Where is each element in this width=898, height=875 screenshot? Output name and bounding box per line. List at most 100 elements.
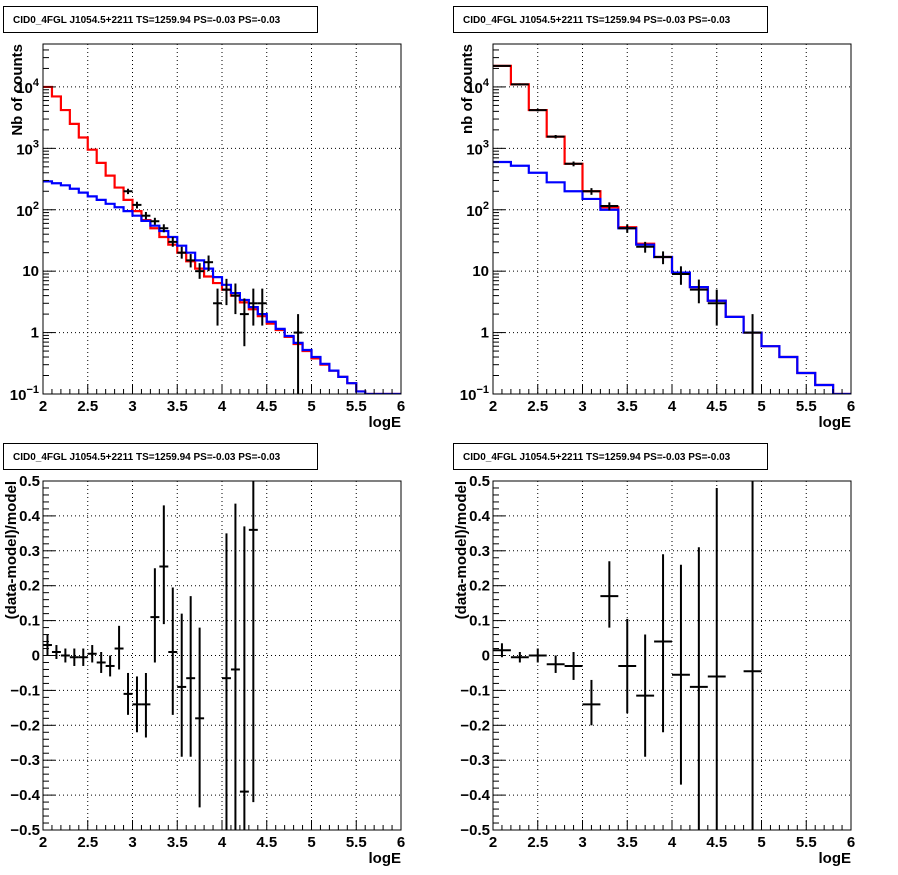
x-tick-label: 6 [847, 834, 855, 851]
x-tick-label: 2.5 [527, 834, 548, 851]
x-tick-label: 4.5 [256, 398, 277, 415]
data-points [43, 481, 258, 830]
data-point [150, 568, 160, 663]
data-point [230, 503, 240, 830]
data-point [230, 283, 240, 315]
y-tick-label: 10−1 [460, 384, 489, 404]
chart-title: CID0_4FGL J1054.5+2211 TS=1259.94 PS=-0.… [13, 452, 281, 463]
y-tick-label: −0.4 [460, 787, 490, 804]
y-tick-label: −0.3 [10, 752, 40, 769]
data-point [96, 652, 106, 673]
data-point [186, 254, 196, 268]
x-tick-label: 5 [307, 834, 315, 851]
y-axis-label: Nb of counts [9, 44, 26, 136]
y-tick-label: 0.4 [19, 508, 41, 525]
component-model-line [493, 160, 851, 394]
y-tick-label: 0.4 [469, 508, 491, 525]
data-point [222, 533, 231, 830]
data-points [493, 481, 762, 830]
data-point [600, 561, 619, 628]
y-tick-label: 0.5 [469, 473, 490, 490]
data-point [87, 645, 97, 663]
x-tick-label: 6 [397, 398, 405, 415]
y-tick-label: 104 [466, 77, 490, 97]
component-model-line [43, 180, 401, 394]
data-point [78, 648, 88, 666]
data-point [141, 672, 151, 738]
data-points [123, 188, 303, 394]
data-point [141, 211, 151, 220]
data-point [257, 288, 267, 326]
chart-title-frame [453, 6, 768, 33]
x-tick-label: 4 [218, 834, 227, 851]
chart-title: CID0_4FGL J1054.5+2211 TS=1259.94 PS=-0.… [463, 15, 731, 26]
data-point [186, 596, 196, 757]
x-tick-label: 4.5 [256, 834, 277, 851]
data-point [510, 83, 529, 86]
data-point [582, 188, 601, 195]
y-tick-label: 102 [466, 200, 489, 220]
y-tick-label: 1 [481, 325, 489, 342]
y-tick-label: −0.4 [10, 787, 40, 804]
x-tick-label: 3.5 [167, 398, 188, 415]
data-point [123, 188, 133, 195]
data-point [546, 134, 565, 139]
data-point [654, 251, 672, 265]
y-ticks [43, 480, 55, 831]
x-tick-label: 5.5 [796, 834, 817, 851]
x-tick-label: 5 [757, 834, 765, 851]
x-tick-label: 4 [668, 398, 677, 415]
y-tick-label: 0.1 [19, 613, 40, 630]
y-tick-label: −0.5 [10, 822, 40, 839]
data-point [114, 625, 124, 670]
data-point [132, 201, 142, 209]
chart-title: CID0_4FGL J1054.5+2211 TS=1259.94 PS=-0.… [463, 452, 731, 463]
chart-title: CID0_4FGL J1054.5+2211 TS=1259.94 PS=-0.… [13, 15, 281, 26]
data-point [582, 679, 601, 726]
y-tick-label: 104 [16, 77, 40, 97]
data-point [293, 314, 303, 394]
grid-lines [493, 44, 851, 394]
y-tick-label: 0.3 [19, 543, 40, 560]
x-axis-label: logE [369, 414, 402, 431]
y-tick-label: 102 [16, 200, 39, 220]
data-point [743, 481, 762, 830]
y-ticks [43, 43, 55, 395]
data-points [493, 64, 762, 394]
x-tick-label: 6 [397, 834, 405, 851]
data-point [177, 246, 187, 259]
data-point [707, 289, 726, 326]
chart-title-frame [453, 443, 768, 470]
data-point [510, 652, 529, 663]
plot-area [43, 481, 258, 830]
data-point [672, 564, 690, 785]
data-point [239, 298, 249, 347]
data-point [248, 288, 258, 326]
x-axis-label: logE [369, 850, 402, 867]
y-tick-label: 0.3 [469, 543, 490, 560]
chart-panel-2: CID0_4FGL J1054.5+2211 TS=1259.94 PS=-0.… [453, 6, 855, 431]
x-tick-label: 5 [307, 398, 315, 415]
data-point [222, 278, 231, 306]
data-point [528, 648, 547, 663]
y-tick-label: 103 [16, 138, 39, 158]
y-axis-label: (data-model)/model [3, 481, 20, 619]
x-tick-label: 2 [489, 834, 497, 851]
x-tick-label: 3.5 [617, 398, 638, 415]
y-tick-label: −0.3 [460, 752, 490, 769]
data-point [132, 676, 142, 733]
chart-panel-4: CID0_4FGL J1054.5+2211 TS=1259.94 PS=-0.… [453, 443, 855, 867]
chart-title-frame [3, 443, 318, 470]
data-point [159, 505, 169, 625]
x-tick-label: 5.5 [346, 398, 367, 415]
x-ticks [492, 820, 852, 830]
y-tick-label: 10 [472, 263, 489, 280]
x-tick-label: 4 [668, 834, 677, 851]
x-tick-label: 3 [578, 398, 586, 415]
data-point [636, 634, 655, 757]
data-point [493, 64, 511, 67]
data-point [150, 217, 160, 225]
x-tick-label: 3.5 [617, 834, 638, 851]
chart-title-box: CID0_4FGL J1054.5+2211 TS=1259.94 PS=-0.… [3, 443, 318, 470]
y-axis-label: (data-model)/model [453, 481, 470, 619]
